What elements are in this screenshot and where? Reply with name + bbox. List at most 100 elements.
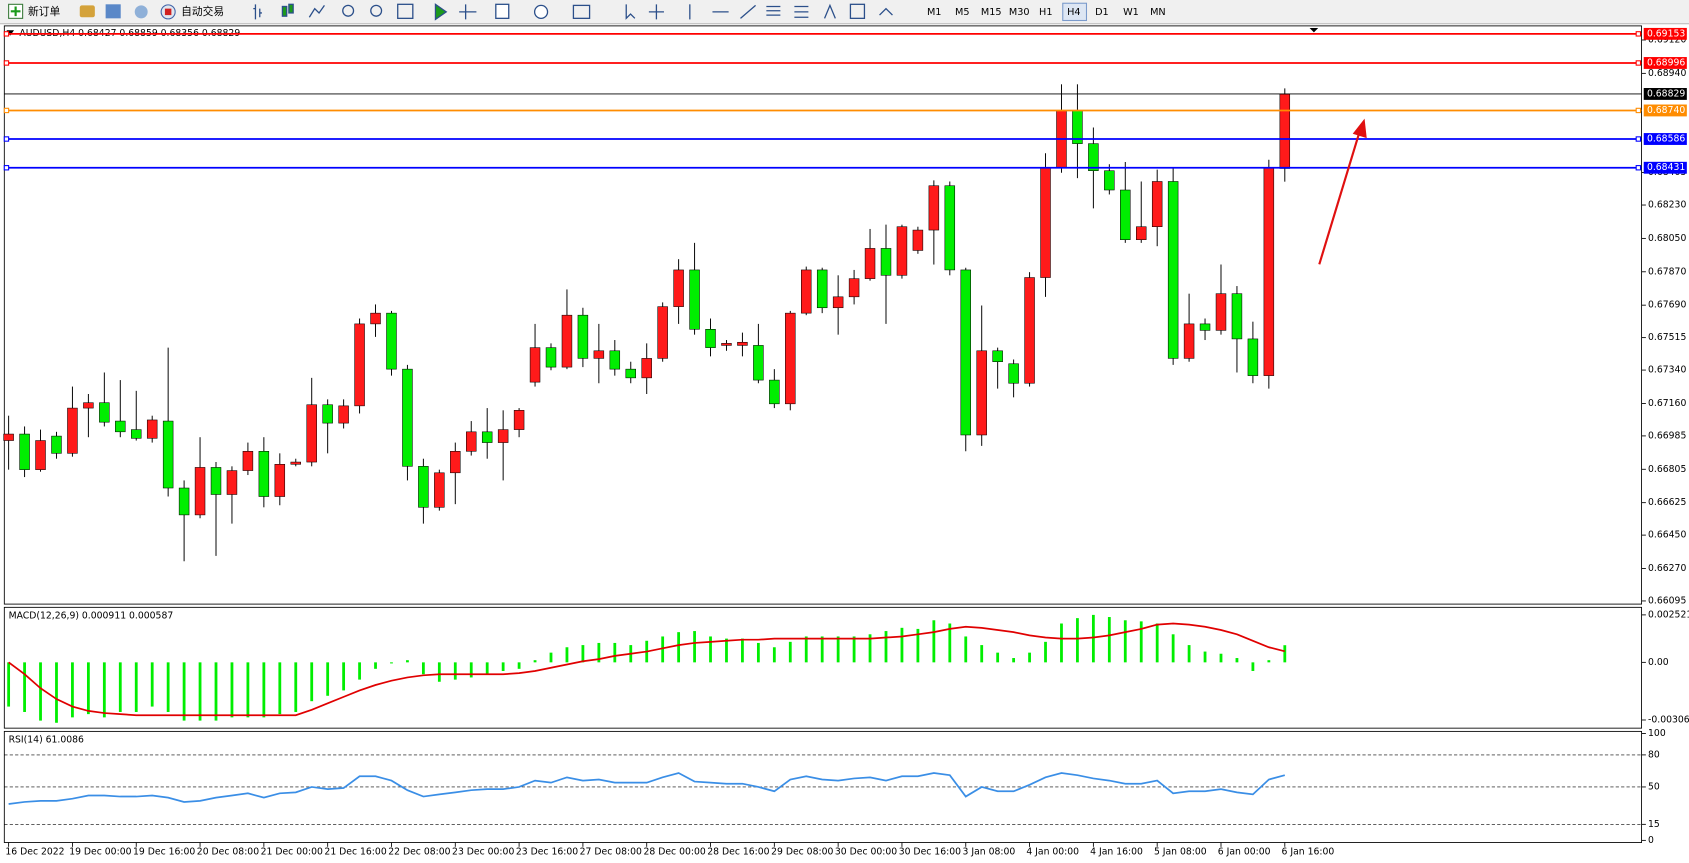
y-tick-label: 0.68230	[1648, 200, 1686, 211]
candle-body	[210, 467, 222, 495]
level-handle	[3, 136, 10, 142]
macd-header: MACD(12,26,9) 0.000911 0.000587	[9, 610, 174, 621]
macd-panel-frame	[3, 606, 1643, 729]
auto-trading-button[interactable]: 自动交易	[160, 4, 224, 20]
level-handle	[1635, 31, 1642, 37]
candle-body	[402, 368, 413, 467]
timeframe-button[interactable]: H4	[1067, 7, 1080, 18]
icon[interactable]	[533, 4, 549, 19]
level-handle	[1635, 60, 1642, 66]
level-label-bg	[1643, 161, 1687, 174]
icon[interactable]	[849, 3, 866, 19]
candle-body	[1120, 189, 1131, 240]
icon[interactable]	[572, 4, 591, 19]
x-tick-label: 22 Dec 08:00	[388, 847, 450, 858]
icon[interactable]	[253, 4, 262, 20]
candle-body	[944, 185, 956, 271]
candle-body	[912, 229, 924, 251]
y-tick-label: 0.66450	[1648, 530, 1686, 541]
level-handle	[1635, 165, 1642, 171]
y-tick-label: 0.68050	[1648, 233, 1686, 244]
candle-body	[529, 347, 541, 383]
y-tick-label: -0.003061	[1648, 714, 1689, 725]
icon[interactable]	[879, 7, 893, 16]
level-label-bg	[1643, 88, 1687, 100]
candle-body	[146, 419, 158, 439]
icon[interactable]	[625, 4, 636, 20]
candle-body	[1231, 293, 1243, 340]
timeframe-button[interactable]: M1	[927, 7, 942, 18]
x-tick-label: 5 Jan 08:00	[1154, 847, 1207, 858]
auto-trading-label: 自动交易	[181, 5, 224, 18]
candle-body	[83, 402, 94, 409]
candle-body	[450, 451, 461, 474]
y-tick-label: 0.66985	[1648, 430, 1686, 441]
y-tick-label: 0.67870	[1648, 266, 1686, 277]
candle-body	[274, 464, 286, 497]
candle-body	[960, 269, 971, 436]
candle-body	[19, 433, 30, 470]
candle-body	[162, 420, 174, 489]
icon[interactable]	[495, 3, 510, 19]
timeframe-button[interactable]: MN	[1150, 7, 1166, 18]
candle-body	[466, 431, 477, 452]
level-handle	[3, 31, 10, 37]
icon[interactable]	[281, 5, 288, 17]
icon[interactable]	[79, 5, 95, 18]
timeframe-button[interactable]: W1	[1123, 7, 1139, 18]
new-order-button[interactable]: 新订单	[8, 3, 61, 19]
x-tick-label: 19 Dec 00:00	[69, 847, 131, 858]
candle-body	[370, 312, 381, 325]
icon[interactable]	[740, 4, 756, 19]
x-tick-label: 28 Dec 00:00	[643, 847, 705, 858]
candle-body	[1279, 93, 1291, 169]
icon[interactable]	[134, 5, 148, 19]
icon[interactable]	[288, 3, 294, 14]
candle-body	[801, 269, 812, 314]
level-label-bg	[1643, 104, 1687, 117]
x-tick-label: 4 Jan 16:00	[1090, 847, 1143, 858]
candle-body	[481, 431, 493, 443]
candle-body	[258, 451, 270, 497]
candle-body	[115, 420, 126, 433]
candle-body	[338, 405, 349, 424]
level-label: 0.69153	[1647, 28, 1685, 39]
level-label: 0.68740	[1647, 105, 1685, 116]
timeframe-button[interactable]: D1	[1095, 7, 1109, 18]
candle-body	[928, 185, 940, 231]
candle-body	[561, 314, 573, 368]
candle-body	[705, 329, 716, 348]
icon[interactable]	[434, 3, 448, 21]
candle-body	[1167, 181, 1179, 359]
icon[interactable]	[459, 4, 477, 20]
candle-body	[3, 433, 14, 441]
icon[interactable]	[648, 4, 664, 20]
timeframe-button[interactable]: M5	[955, 7, 970, 18]
y-tick-label: 80	[1648, 749, 1660, 760]
level-handle	[3, 107, 10, 114]
candle-body	[992, 350, 1003, 362]
icon[interactable]	[308, 5, 325, 18]
rsi-header: RSI(14) 61.0086	[9, 735, 84, 746]
timeframe-button[interactable]: H1	[1039, 7, 1052, 18]
icon[interactable]	[105, 4, 121, 19]
icon[interactable]	[823, 3, 836, 19]
candle-body	[816, 269, 828, 309]
icon[interactable]	[766, 5, 781, 16]
icon[interactable]	[370, 4, 383, 17]
x-tick-label: 3 Jan 08:00	[963, 847, 1016, 858]
candle-body	[785, 312, 796, 405]
candle-body	[1040, 167, 1051, 278]
y-tick-label: 0.66625	[1648, 497, 1686, 508]
icon[interactable]	[397, 3, 414, 19]
annotation-arrow	[1318, 129, 1362, 265]
main-panel-frame	[3, 25, 1643, 605]
icon[interactable]	[794, 5, 809, 18]
timeframe-button[interactable]: M30	[1009, 7, 1030, 18]
timeframe-button[interactable]: M15	[981, 7, 1002, 18]
icon[interactable]	[342, 4, 355, 17]
candle-body	[35, 440, 46, 470]
candle-body	[769, 379, 780, 405]
candle-body	[418, 466, 429, 508]
candle-body	[1199, 323, 1211, 331]
